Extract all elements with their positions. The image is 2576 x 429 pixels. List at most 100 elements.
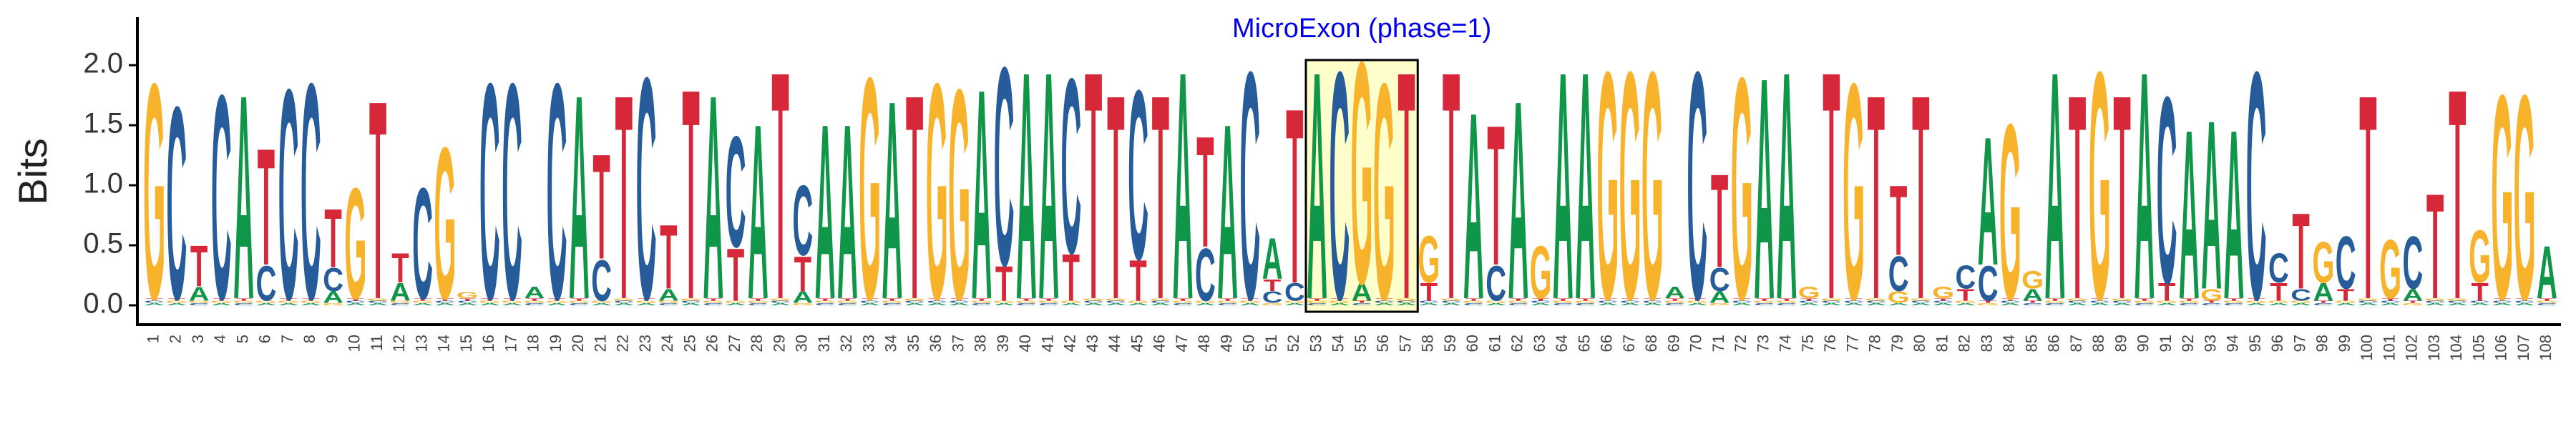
logo-letter: C [1195,232,1216,317]
x-tick-label: 26 [703,335,721,352]
logo-letter: T [481,297,499,301]
logo-letter: C [1150,300,1171,304]
x-tick-label: 83 [1978,335,1996,352]
logo-letter: G [1351,0,1373,350]
logo-letter: C [1463,302,1484,306]
logo-letter: T [2292,192,2309,312]
logo-letter: T [1890,164,1907,276]
logo-letter: T [1554,297,1572,301]
x-tick-label: 67 [1620,335,1638,352]
logo-letter: C [2358,300,2379,304]
logo-letter: C [2380,300,2401,304]
logo-letter: A [1262,226,1283,291]
logo-letter: G [836,300,859,304]
x-tick-label: 24 [658,335,676,352]
logo-letter: G [233,300,255,304]
logo-letter: A [2201,71,2222,341]
logo-letter: T [570,297,588,301]
x-tick-label: 18 [525,335,542,352]
logo-letter: T [280,297,298,301]
logo-letter: C [2402,220,2423,305]
logo-letter: G [791,302,814,306]
x-tick-label: 104 [2447,335,2465,361]
logo-letter: A [2112,302,2132,306]
logo-letter: G [411,300,434,304]
logo-letter: A [502,302,522,306]
logo-letter: C [2313,302,2333,306]
logo-letter: A [680,302,701,306]
logo-letter: T [168,297,186,301]
logo-letter: T [1219,297,1236,301]
x-tick-label: 80 [1911,335,1928,352]
logo-letter: G [255,300,277,304]
logo-letter: C [1709,262,1730,299]
x-tick-label: 16 [479,335,497,352]
logo-letter: A [1485,302,1506,306]
logo-letter: A [569,34,590,360]
x-tick-label: 8 [301,335,318,343]
logo-letter: G [501,300,523,304]
logo-letter: A [1843,302,1864,306]
logo-letter: A [1038,5,1059,368]
logo-letter: A [457,302,478,306]
x-tick-label: 42 [1061,335,1079,352]
logo-letter: A [2402,285,2423,304]
x-tick-label: 38 [972,335,990,352]
logo-letter: A [1352,278,1372,306]
x-tick-label: 59 [1441,335,1459,352]
logo-letter: G [747,300,769,304]
logo-letter: T [2359,34,2376,360]
logo-letter: G [1619,5,1641,368]
logo-letter: C [1664,302,1685,306]
x-tick-label: 97 [2290,335,2308,352]
x-tick-label: 98 [2313,335,2331,352]
logo-letter: C [524,302,545,306]
logo-letter: G [725,300,747,304]
logo-letter: C [1620,300,1641,304]
x-tick-label: 30 [793,335,811,352]
logo-letter: C [457,300,478,304]
logo-letter: T [213,297,230,301]
x-tick-label: 15 [457,335,475,352]
logo-letter: A [2492,302,2512,306]
logo-letter: C [1083,300,1104,304]
x-tick-label: 62 [1508,335,1526,352]
x-tick-label: 72 [1732,335,1750,352]
logo-letter: T [1666,297,1684,301]
logo-letter: T [1308,297,1326,301]
logo-letter: G [926,19,948,364]
logo-letter: G [1530,230,1552,315]
x-tick-label: 60 [1463,335,1481,352]
logo-letter: T [2270,278,2287,306]
logo-letter: A [994,302,1015,306]
logo-letter: T [950,297,968,301]
logo-letter: C [591,248,612,313]
logo-letter: A [726,302,746,306]
logo-letter: A [2268,302,2289,306]
logo-letter: C [815,302,836,306]
logo-letter: C [1060,26,1081,306]
x-tick-label: 27 [726,335,743,352]
logo-letter: C [345,300,366,304]
logo-letter: C [1687,5,1707,368]
x-tick-label: 93 [2201,335,2219,352]
logo-letter: A [2157,302,2177,306]
x-tick-label: 6 [256,335,274,343]
logo-letter: C [1732,300,1752,304]
x-tick-label: 19 [547,335,565,352]
logo-letter: G [1843,19,1865,364]
logo-letter: T [436,297,454,301]
logo-letter: A [1396,302,1417,306]
logo-letter: C [1038,302,1059,306]
logo-letter: G [970,300,992,304]
logo-letter: C [680,300,701,304]
logo-letter: G [2111,297,2133,301]
logo-letter: G [2245,300,2268,304]
logo-letter: G [1552,300,1574,304]
logo-letter: A [166,302,187,306]
logo-letter: A [2179,80,2200,350]
logo-letter: T [1800,297,1818,301]
logo-letter: T [1264,275,1281,294]
logo-letter: G [635,300,658,304]
logo-letter: G [1149,297,1171,301]
